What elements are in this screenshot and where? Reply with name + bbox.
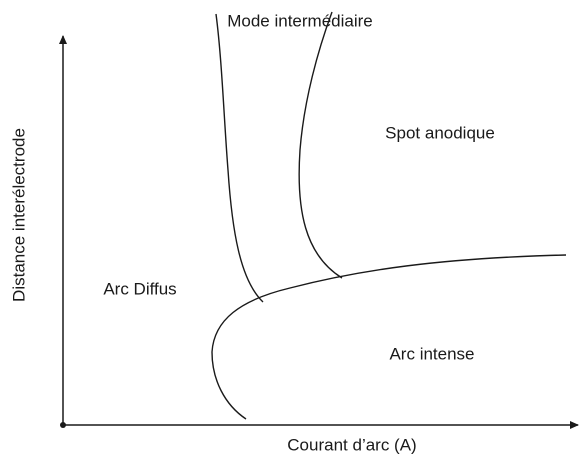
y-axis-label: Distance interélectrode: [9, 128, 28, 302]
region-label: Arc Diffus: [103, 279, 176, 298]
origin: [60, 422, 66, 428]
boundary-left: [215, 13, 264, 303]
boundary-right: [298, 11, 343, 279]
region-label: Arc intense: [389, 344, 474, 363]
region-label: Mode intermédiaire: [227, 11, 373, 30]
boundary-lower: [211, 254, 567, 420]
region-label: Spot anodique: [385, 123, 495, 142]
x-axis-label: Courant d’arc (A): [287, 435, 416, 454]
